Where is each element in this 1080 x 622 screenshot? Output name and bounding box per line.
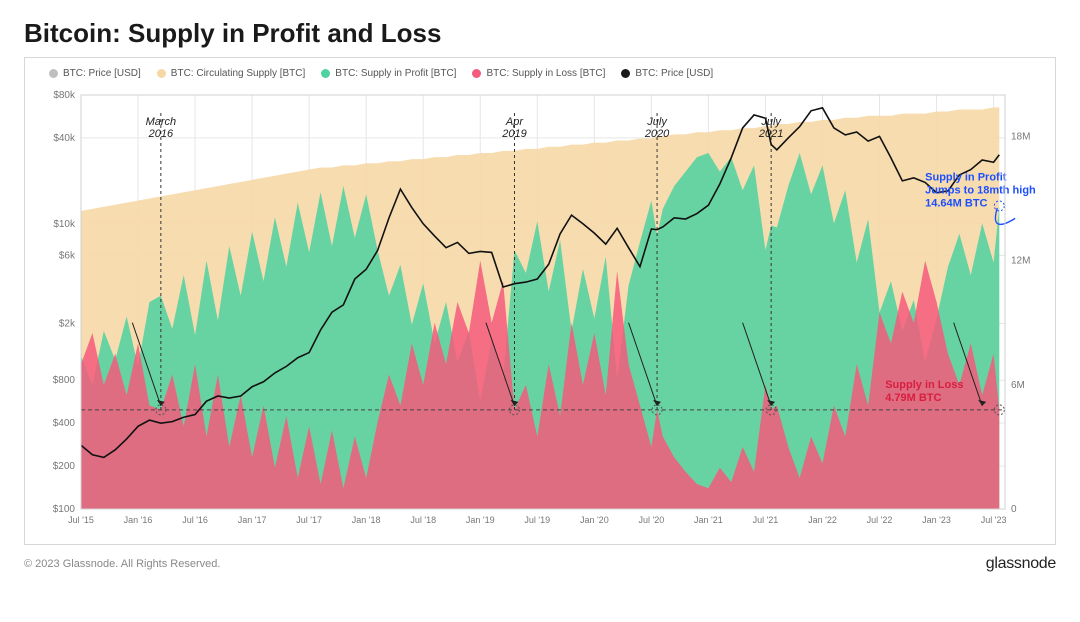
svg-text:Jan '19: Jan '19 xyxy=(466,515,495,525)
svg-text:2016: 2016 xyxy=(148,128,174,140)
legend-item: BTC: Supply in Profit [BTC] xyxy=(321,68,456,79)
legend-label: BTC: Price [USD] xyxy=(635,68,713,79)
legend-item: BTC: Price [USD] xyxy=(621,68,713,79)
svg-text:14.64M BTC: 14.64M BTC xyxy=(925,197,987,209)
svg-text:Jul '17: Jul '17 xyxy=(296,515,322,525)
svg-text:Jul '19: Jul '19 xyxy=(524,515,550,525)
svg-text:$400: $400 xyxy=(53,418,76,429)
svg-text:Jul '21: Jul '21 xyxy=(753,515,779,525)
svg-text:$800: $800 xyxy=(53,375,76,386)
svg-text:$40k: $40k xyxy=(53,133,76,144)
legend: BTC: Price [USD] BTC: Circulating Supply … xyxy=(35,66,1045,85)
svg-text:$100: $100 xyxy=(53,504,76,515)
legend-swatch xyxy=(157,69,166,78)
svg-text:$10k: $10k xyxy=(53,219,76,230)
svg-text:Jul '16: Jul '16 xyxy=(182,515,208,525)
svg-text:$80k: $80k xyxy=(53,90,76,101)
svg-text:$200: $200 xyxy=(53,461,76,472)
legend-label: BTC: Supply in Loss [BTC] xyxy=(486,68,605,79)
svg-text:$6k: $6k xyxy=(59,250,76,261)
svg-text:2021: 2021 xyxy=(758,128,783,140)
svg-text:6M: 6M xyxy=(1011,380,1025,391)
svg-text:4.79M BTC: 4.79M BTC xyxy=(885,392,941,404)
svg-text:12M: 12M xyxy=(1011,256,1030,267)
glassnode-logo: glassnode xyxy=(986,555,1056,573)
svg-text:Jul '20: Jul '20 xyxy=(639,515,665,525)
legend-label: BTC: Circulating Supply [BTC] xyxy=(171,68,306,79)
supply-profit-loss-chart: $100 $200 $400 $800 $2k $6k $10k $40k $80k 0 6M 12M… xyxy=(35,85,1045,533)
svg-text:Jan '23: Jan '23 xyxy=(922,515,951,525)
svg-text:Jul '18: Jul '18 xyxy=(410,515,436,525)
legend-swatch xyxy=(472,69,481,78)
chart-frame: BTC: Price [USD] BTC: Circulating Supply … xyxy=(24,57,1056,545)
legend-swatch xyxy=(621,69,630,78)
svg-text:Apr: Apr xyxy=(505,116,524,128)
legend-item: BTC: Supply in Loss [BTC] xyxy=(472,68,605,79)
svg-text:2019: 2019 xyxy=(501,128,526,140)
svg-text:18M: 18M xyxy=(1011,131,1030,142)
svg-text:Jul '23: Jul '23 xyxy=(981,515,1007,525)
svg-text:Jan '16: Jan '16 xyxy=(124,515,153,525)
legend-label: BTC: Price [USD] xyxy=(63,68,141,79)
svg-text:Jan '17: Jan '17 xyxy=(238,515,267,525)
svg-text:Supply in Loss: Supply in Loss xyxy=(885,379,963,391)
page-title: Bitcoin: Supply in Profit and Loss xyxy=(24,18,1056,49)
svg-text:Jan '18: Jan '18 xyxy=(352,515,381,525)
legend-item: BTC: Circulating Supply [BTC] xyxy=(157,68,306,79)
copyright-text: © 2023 Glassnode. All Rights Reserved. xyxy=(24,558,220,570)
svg-text:Jan '22: Jan '22 xyxy=(808,515,837,525)
svg-text:2020: 2020 xyxy=(644,128,670,140)
svg-text:Jan '20: Jan '20 xyxy=(580,515,609,525)
svg-text:Jumps to 18mth high: Jumps to 18mth high xyxy=(925,184,1036,196)
svg-text:Jul '15: Jul '15 xyxy=(68,515,94,525)
legend-item: BTC: Price [USD] xyxy=(49,68,141,79)
svg-text:Jul '22: Jul '22 xyxy=(867,515,893,525)
svg-text:July: July xyxy=(646,116,668,128)
svg-text:Supply in Profit: Supply in Profit xyxy=(925,171,1007,183)
legend-swatch xyxy=(49,69,58,78)
legend-swatch xyxy=(321,69,330,78)
svg-text:March: March xyxy=(146,116,177,128)
svg-text:$2k: $2k xyxy=(59,318,76,329)
svg-text:0: 0 xyxy=(1011,504,1017,515)
svg-text:Jan '21: Jan '21 xyxy=(694,515,723,525)
legend-label: BTC: Supply in Profit [BTC] xyxy=(335,68,456,79)
